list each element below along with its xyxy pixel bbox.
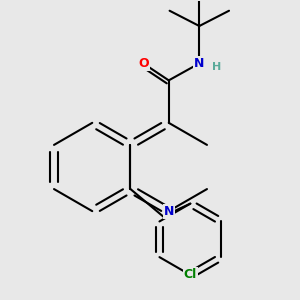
Text: H: H [212,62,221,72]
Text: Cl: Cl [184,268,197,281]
Text: O: O [138,57,148,70]
Text: N: N [194,57,205,70]
Text: N: N [164,205,174,218]
